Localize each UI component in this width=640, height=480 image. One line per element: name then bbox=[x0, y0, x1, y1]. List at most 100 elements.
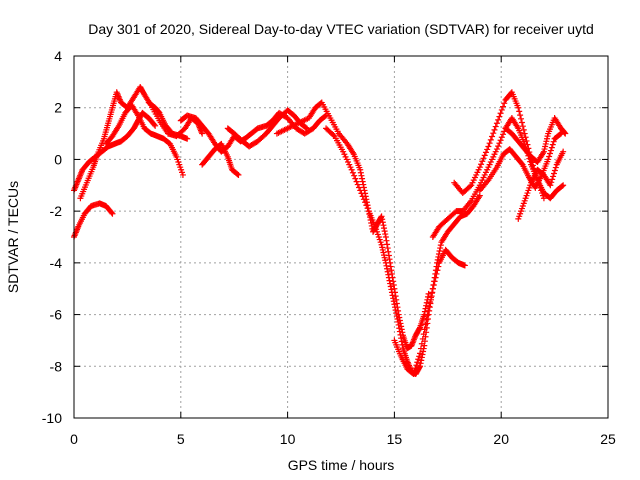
data-point bbox=[517, 112, 524, 119]
data-point bbox=[495, 116, 502, 123]
data-point bbox=[426, 304, 433, 311]
data-point bbox=[379, 219, 386, 226]
data-point bbox=[348, 166, 355, 173]
data-point bbox=[521, 130, 528, 137]
data-point bbox=[487, 136, 494, 143]
series-track-15 bbox=[502, 115, 569, 166]
data-point bbox=[481, 152, 488, 159]
data-point bbox=[358, 172, 365, 179]
data-point bbox=[109, 210, 116, 217]
data-point bbox=[234, 171, 241, 178]
data-point bbox=[390, 278, 397, 285]
data-point bbox=[349, 169, 356, 176]
data-point bbox=[389, 292, 396, 299]
y-tick-label: -4 bbox=[50, 255, 63, 271]
data-point bbox=[396, 325, 403, 332]
data-point bbox=[199, 130, 206, 137]
series-track-2 bbox=[71, 200, 116, 240]
data-point bbox=[431, 278, 438, 285]
data-point bbox=[359, 178, 366, 185]
x-tick-label: 0 bbox=[70, 431, 78, 447]
series-track-4 bbox=[103, 102, 186, 178]
data-point bbox=[415, 356, 422, 363]
data-point bbox=[184, 135, 191, 142]
data-point bbox=[419, 335, 426, 342]
data-point bbox=[358, 190, 365, 197]
data-point bbox=[411, 368, 418, 375]
data-point bbox=[388, 289, 395, 296]
data-point bbox=[436, 248, 443, 255]
ticks: 0 5 10 15 20 25 -10 -8 -6 -4 -2 0 2 4 bbox=[42, 48, 616, 447]
series-track-5 bbox=[145, 99, 191, 142]
x-tick-label: 15 bbox=[387, 431, 403, 447]
data-point bbox=[351, 172, 358, 179]
data-point bbox=[390, 295, 397, 302]
data-point bbox=[392, 304, 399, 311]
data-point bbox=[497, 110, 504, 117]
data-point bbox=[501, 100, 508, 107]
data-point bbox=[387, 263, 394, 270]
data-point bbox=[394, 316, 401, 323]
data-point bbox=[398, 335, 405, 342]
data-point bbox=[354, 181, 361, 188]
data-point bbox=[357, 169, 364, 176]
data-point bbox=[430, 282, 437, 289]
data-point bbox=[416, 325, 423, 332]
data-point bbox=[359, 175, 366, 182]
series-track-7 bbox=[199, 140, 242, 178]
data-point bbox=[560, 182, 567, 189]
data-point bbox=[384, 241, 391, 248]
data-point bbox=[395, 321, 402, 328]
data-point bbox=[547, 147, 554, 154]
data-point bbox=[390, 298, 397, 305]
x-axis-label: GPS time / hours bbox=[288, 457, 395, 473]
data-point bbox=[418, 340, 425, 347]
data-point bbox=[547, 150, 554, 157]
data-point bbox=[360, 196, 367, 203]
data-point bbox=[515, 104, 522, 111]
data-point bbox=[302, 124, 309, 131]
data-point bbox=[410, 371, 417, 378]
data-point bbox=[353, 178, 360, 185]
data-point bbox=[500, 103, 507, 110]
data-point bbox=[387, 283, 394, 290]
data-point bbox=[479, 158, 486, 165]
data-point bbox=[424, 293, 431, 300]
data-point bbox=[380, 222, 387, 229]
data-point bbox=[384, 265, 391, 272]
data-point bbox=[523, 137, 530, 144]
plot-frame bbox=[73, 55, 609, 419]
x-tick-label: 5 bbox=[177, 431, 185, 447]
data-point bbox=[432, 274, 439, 281]
data-point bbox=[437, 245, 444, 252]
data-point bbox=[357, 166, 364, 173]
data-point bbox=[548, 144, 555, 151]
data-point bbox=[437, 242, 444, 249]
data-point bbox=[476, 192, 483, 199]
data-point bbox=[428, 294, 435, 301]
data-point bbox=[421, 326, 428, 333]
y-tick-label: -10 bbox=[42, 410, 62, 426]
data-point bbox=[382, 231, 389, 238]
data-point bbox=[385, 271, 392, 278]
x-tick-label: 25 bbox=[600, 431, 616, 447]
series-track-1 bbox=[71, 109, 159, 194]
data-point bbox=[434, 267, 441, 274]
data-point bbox=[476, 164, 483, 171]
data-point bbox=[545, 156, 552, 163]
data-point bbox=[418, 354, 425, 361]
data-point bbox=[364, 205, 371, 212]
data-point bbox=[498, 106, 505, 113]
data-point bbox=[485, 143, 492, 150]
data-point bbox=[557, 131, 564, 138]
data-point bbox=[413, 362, 420, 369]
data-point bbox=[433, 270, 440, 277]
data-point bbox=[491, 126, 498, 133]
data-point bbox=[530, 165, 537, 172]
data-point bbox=[399, 341, 406, 348]
data-point bbox=[516, 108, 523, 115]
data-point bbox=[429, 285, 436, 292]
data-point bbox=[561, 129, 568, 136]
